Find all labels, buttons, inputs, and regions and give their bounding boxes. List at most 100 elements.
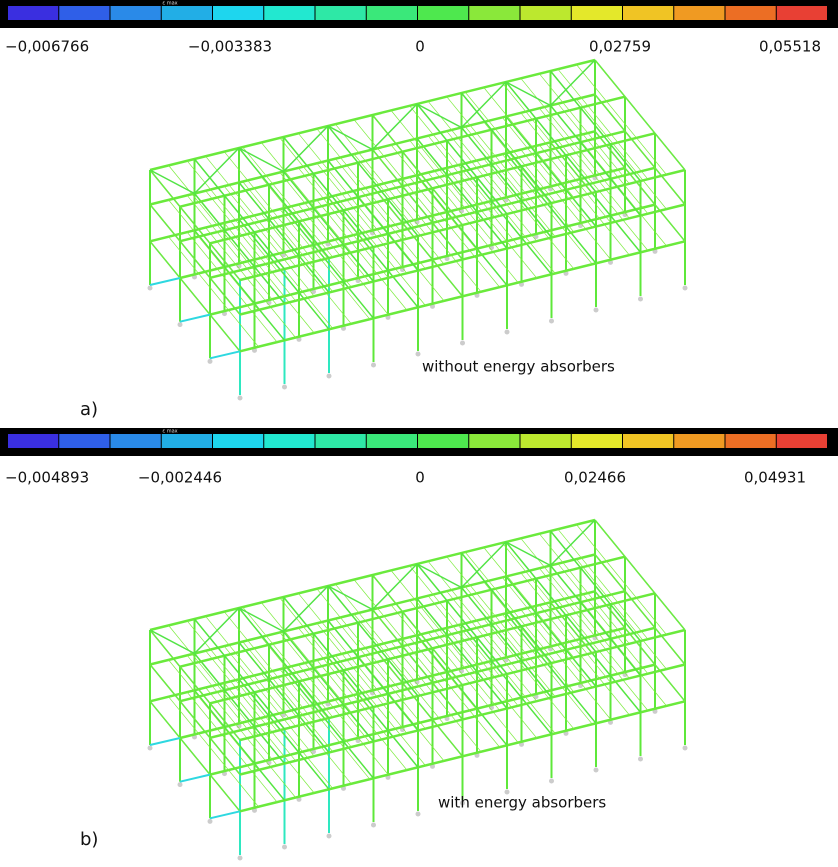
- frame-member: [282, 585, 329, 633]
- frame-member: [427, 632, 519, 743]
- support: [549, 318, 554, 324]
- frame-member: [223, 185, 315, 297]
- frame-member: [502, 82, 593, 194]
- support: [638, 756, 643, 762]
- frame-member: [409, 636, 500, 748]
- frame-member: [279, 632, 371, 743]
- frame-member: [238, 678, 330, 790]
- support: [237, 855, 243, 861]
- frame-member: [409, 105, 500, 217]
- frame-member: [505, 152, 597, 264]
- frame-member: [282, 631, 375, 742]
- support: [415, 811, 421, 817]
- frame-member: [416, 563, 462, 589]
- frame-member: [416, 598, 508, 709]
- frame-member: [483, 158, 575, 270]
- frame-member: [353, 153, 445, 265]
- frame-member: [242, 641, 333, 752]
- legend-tick-label: 0,02466: [564, 469, 626, 487]
- support: [504, 789, 510, 795]
- frame-member: [242, 181, 333, 292]
- frame-member: [446, 627, 537, 739]
- frame-member: [193, 229, 286, 341]
- support: [682, 745, 688, 751]
- frame-member: [186, 160, 278, 272]
- legend-swatch: [110, 434, 161, 448]
- frame-member: [557, 140, 649, 251]
- frame-member: [327, 620, 419, 731]
- frame-member: [502, 117, 593, 228]
- frame-member: [502, 542, 593, 654]
- frame-member: [238, 147, 284, 173]
- frame-member: [223, 682, 315, 794]
- frame-member: [460, 541, 507, 589]
- frame-member: [223, 645, 315, 757]
- frame-member: [186, 231, 278, 343]
- legend-swatch: [8, 434, 59, 448]
- frame-member: [353, 119, 445, 230]
- frame-member: [460, 623, 553, 735]
- support: [593, 767, 599, 773]
- legend-swatch: [571, 434, 622, 448]
- frame-member: [483, 618, 575, 730]
- frame-member: [298, 167, 389, 279]
- panel-label: b): [80, 829, 98, 850]
- frame-member: [416, 174, 508, 286]
- support: [207, 358, 213, 364]
- frame-member: [279, 172, 371, 283]
- legend-tick-label: 0,05518: [759, 38, 821, 56]
- frame-member: [193, 653, 286, 764]
- frame-member: [505, 576, 597, 687]
- frame-member: [483, 547, 575, 658]
- frame-member: [483, 121, 575, 233]
- support: [371, 822, 376, 828]
- frame-member: [279, 668, 371, 780]
- frame-member: [483, 581, 575, 693]
- legend-title: ε max: [162, 1, 177, 7]
- panel-label: a): [80, 399, 98, 420]
- legend-swatch: [315, 6, 366, 20]
- frame-member: [371, 563, 418, 611]
- frame-member: [520, 149, 612, 260]
- frame-member: [168, 165, 259, 276]
- frame-member: [502, 613, 593, 725]
- frame-member: [460, 587, 553, 698]
- support: [326, 833, 332, 839]
- legend-swatch: [520, 434, 571, 448]
- frame-member: [168, 199, 259, 311]
- frame-member: [427, 135, 519, 247]
- frame-member: [335, 158, 426, 269]
- frame-member: [539, 73, 630, 185]
- legend-tick-label: −0,006766: [5, 38, 89, 56]
- frame-member: [390, 181, 482, 292]
- frame-member: [223, 611, 315, 722]
- frame-member: [282, 171, 375, 282]
- frame-member: [416, 563, 508, 675]
- frame-member: [298, 664, 389, 775]
- legend-swatch: [776, 6, 827, 20]
- frame-member: [464, 126, 556, 237]
- legend-swatch: [469, 6, 520, 20]
- frame-member: [335, 583, 426, 695]
- support: [549, 778, 554, 784]
- frame-member: [505, 81, 551, 107]
- frame-member: [505, 541, 551, 567]
- frame-member: [416, 138, 508, 249]
- frame-member: [483, 87, 575, 198]
- frame-member: [298, 627, 389, 739]
- frame-member: [372, 149, 463, 260]
- legend-swatch: [213, 6, 264, 20]
- frame-member: [594, 94, 686, 205]
- support: [282, 384, 287, 390]
- legend-swatch: [110, 6, 161, 20]
- frame-member: [282, 207, 375, 319]
- support: [371, 362, 376, 368]
- frame-member: [416, 634, 508, 746]
- frame-member: [179, 773, 211, 783]
- frame-member: [149, 629, 241, 741]
- frame-member: [557, 600, 649, 711]
- frame-member: [549, 519, 596, 567]
- frame-member: [446, 130, 537, 242]
- frame-member: [279, 597, 371, 709]
